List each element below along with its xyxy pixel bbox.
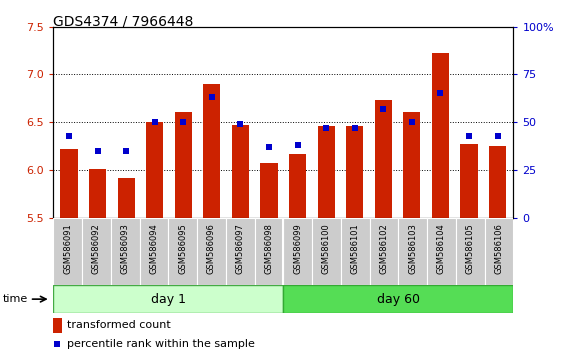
- Bar: [53, 285, 283, 313]
- Point: [350, 125, 359, 131]
- Text: GSM586102: GSM586102: [379, 223, 388, 274]
- Text: GSM586099: GSM586099: [293, 223, 302, 274]
- Text: GSM586093: GSM586093: [121, 223, 130, 274]
- Text: GSM586106: GSM586106: [494, 223, 503, 274]
- Bar: [318, 126, 335, 218]
- Bar: [226, 218, 255, 285]
- Text: GSM586097: GSM586097: [236, 223, 245, 274]
- Text: GSM586092: GSM586092: [92, 223, 101, 274]
- Text: time: time: [3, 294, 28, 304]
- Point: [122, 148, 131, 154]
- Text: GSM586096: GSM586096: [207, 223, 216, 274]
- Point: [208, 95, 217, 100]
- Bar: [232, 125, 249, 218]
- Point: [93, 148, 102, 154]
- Bar: [403, 112, 420, 218]
- Text: day 60: day 60: [377, 293, 420, 306]
- Bar: [427, 218, 456, 285]
- Bar: [398, 218, 427, 285]
- Point: [379, 106, 388, 112]
- Bar: [283, 285, 513, 313]
- Point: [236, 121, 245, 127]
- Point: [265, 144, 274, 150]
- Point: [321, 125, 330, 131]
- Text: GSM586104: GSM586104: [437, 223, 446, 274]
- Bar: [346, 126, 364, 218]
- Bar: [341, 218, 370, 285]
- Text: GSM586100: GSM586100: [322, 223, 331, 274]
- Point: [53, 341, 62, 347]
- Point: [65, 133, 73, 138]
- Bar: [53, 318, 62, 333]
- Bar: [456, 218, 485, 285]
- Text: percentile rank within the sample: percentile rank within the sample: [67, 339, 255, 349]
- Bar: [168, 218, 197, 285]
- Text: GSM586098: GSM586098: [264, 223, 273, 274]
- Text: GSM586103: GSM586103: [408, 223, 417, 274]
- Point: [493, 133, 502, 138]
- Bar: [61, 149, 77, 218]
- Text: GSM586095: GSM586095: [178, 223, 187, 274]
- Bar: [82, 218, 111, 285]
- Bar: [375, 100, 392, 218]
- Bar: [370, 218, 398, 285]
- Bar: [53, 218, 82, 285]
- Text: transformed count: transformed count: [67, 320, 171, 330]
- Point: [293, 142, 302, 148]
- Point: [436, 91, 445, 96]
- Point: [179, 119, 188, 125]
- Bar: [283, 218, 312, 285]
- Text: GSM586094: GSM586094: [149, 223, 158, 274]
- Text: GSM586091: GSM586091: [63, 223, 72, 274]
- Text: GSM586101: GSM586101: [351, 223, 360, 274]
- Point: [150, 119, 159, 125]
- Bar: [461, 144, 477, 218]
- Point: [407, 119, 416, 125]
- Bar: [174, 112, 192, 218]
- Bar: [111, 218, 140, 285]
- Text: GSM586105: GSM586105: [466, 223, 475, 274]
- Bar: [489, 146, 506, 218]
- Bar: [255, 218, 283, 285]
- Bar: [289, 154, 306, 218]
- Bar: [140, 218, 168, 285]
- Bar: [203, 84, 220, 218]
- Bar: [118, 178, 135, 218]
- Bar: [312, 218, 341, 285]
- Bar: [197, 218, 226, 285]
- Text: day 1: day 1: [151, 293, 186, 306]
- Bar: [146, 122, 163, 218]
- Point: [465, 133, 473, 138]
- Bar: [432, 53, 449, 218]
- Text: GDS4374 / 7966448: GDS4374 / 7966448: [53, 15, 194, 29]
- Bar: [260, 163, 278, 218]
- Bar: [485, 218, 513, 285]
- Bar: [89, 169, 106, 218]
